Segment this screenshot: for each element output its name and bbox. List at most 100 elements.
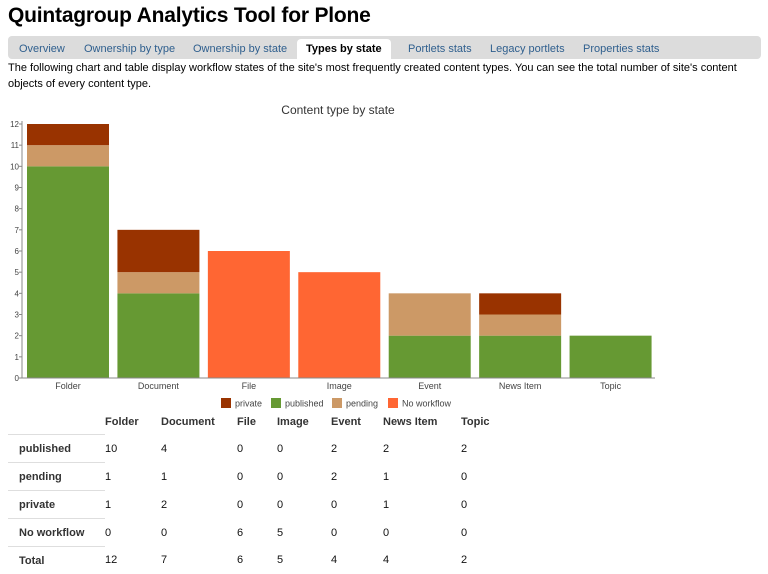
- table-cell: 1: [105, 463, 161, 491]
- row-label: Total: [8, 547, 105, 574]
- page-description: The following chart and table display wo…: [8, 60, 763, 92]
- column-header: Document: [161, 410, 237, 435]
- table-cell: 5: [277, 547, 331, 574]
- y-tick-label: 0: [15, 374, 20, 383]
- table-cell: 4: [161, 435, 237, 463]
- legend-label-pending: pending: [346, 399, 378, 409]
- tab-ownership-by-state[interactable]: Ownership by state: [184, 39, 296, 59]
- table-cell: 6: [237, 547, 277, 574]
- page-title: Quintagroup Analytics Tool for Plone: [8, 4, 371, 28]
- table-cell: 2: [461, 547, 501, 574]
- table-cell: 0: [237, 435, 277, 463]
- y-tick-label: 10: [10, 162, 19, 171]
- bar-image-no-workflow[interactable]: [298, 272, 380, 378]
- bar-news-item-pending[interactable]: [479, 315, 561, 336]
- table-cell: 6: [237, 519, 277, 547]
- x-tick-label-file: File: [242, 381, 257, 391]
- chart-legend: private published pending No workflow: [221, 398, 452, 409]
- x-tick-label-event: Event: [418, 381, 442, 391]
- bar-news-item-private[interactable]: [479, 293, 561, 314]
- y-tick-label: 1: [15, 353, 20, 362]
- x-tick-label-folder: Folder: [55, 381, 81, 391]
- tab-properties-stats[interactable]: Properties stats: [574, 39, 668, 59]
- bar-topic-published[interactable]: [570, 336, 652, 378]
- y-tick-label: 4: [15, 289, 20, 298]
- table-cell: 12: [105, 547, 161, 574]
- x-tick-label-document: Document: [138, 381, 180, 391]
- bar-document-published[interactable]: [117, 293, 199, 378]
- y-tick-label: 12: [10, 120, 19, 129]
- table-cell: 0: [237, 463, 277, 491]
- y-tick-label: 11: [11, 141, 20, 150]
- table-cell: 7: [161, 547, 237, 574]
- table-cell: 0: [277, 463, 331, 491]
- tab-legacy-portlets[interactable]: Legacy portlets: [481, 39, 574, 59]
- column-header: News Item: [383, 410, 461, 435]
- chart-bars: [27, 124, 652, 378]
- table-cell: 4: [383, 547, 461, 574]
- legend-label-private: private: [235, 399, 262, 409]
- table-cell: 5: [277, 519, 331, 547]
- column-header: Image: [277, 410, 331, 435]
- column-header: Topic: [461, 410, 501, 435]
- tab-types-by-state[interactable]: Types by state: [297, 39, 391, 59]
- table-corner-cell: [8, 410, 105, 435]
- bar-folder-published[interactable]: [27, 166, 109, 378]
- row-label: private: [8, 491, 105, 519]
- legend-label-no-workflow: No workflow: [402, 399, 452, 409]
- x-tick-label-topic: Topic: [600, 381, 622, 391]
- table-cell: 2: [161, 491, 237, 519]
- row-label: No workflow: [8, 519, 105, 547]
- legend-swatch-pending: [332, 398, 342, 408]
- table-cell: 2: [461, 435, 501, 463]
- table-cell: 2: [383, 435, 461, 463]
- table-cell: 0: [237, 491, 277, 519]
- y-tick-label: 6: [15, 247, 20, 256]
- table-cell: 1: [383, 463, 461, 491]
- bar-file-no-workflow[interactable]: [208, 251, 290, 378]
- bar-document-pending[interactable]: [117, 272, 199, 293]
- table-cell: 4: [331, 547, 383, 574]
- table-cell: 1: [105, 491, 161, 519]
- chart-title: Content type by state: [281, 103, 395, 117]
- tab-overview[interactable]: Overview: [10, 39, 74, 59]
- table-cell: 0: [277, 491, 331, 519]
- bar-event-published[interactable]: [389, 336, 471, 378]
- column-header: Folder: [105, 410, 161, 435]
- y-tick-label: 5: [15, 268, 20, 277]
- bar-document-private[interactable]: [117, 230, 199, 272]
- table-cell: 0: [331, 491, 383, 519]
- legend-label-published: published: [285, 399, 324, 409]
- y-tick-label: 3: [15, 311, 20, 320]
- tab-ownership-by-type[interactable]: Ownership by type: [75, 39, 184, 59]
- bar-news-item-published[interactable]: [479, 336, 561, 378]
- table-cell: 0: [161, 519, 237, 547]
- table-cell: 0: [331, 519, 383, 547]
- legend-swatch-no-workflow: [388, 398, 398, 408]
- table-cell: 0: [461, 491, 501, 519]
- legend-swatch-published: [271, 398, 281, 408]
- legend-swatch-private: [221, 398, 231, 408]
- table-cell: 0: [105, 519, 161, 547]
- y-tick-label: 2: [15, 332, 20, 341]
- tab-portlets-stats[interactable]: Portlets stats: [399, 39, 481, 59]
- bar-event-pending[interactable]: [389, 293, 471, 335]
- column-header: File: [237, 410, 277, 435]
- table-cell: 2: [331, 435, 383, 463]
- table-cell: 0: [383, 519, 461, 547]
- bar-folder-private[interactable]: [27, 124, 109, 145]
- table-cell: 1: [383, 491, 461, 519]
- bar-folder-pending[interactable]: [27, 145, 109, 166]
- y-tick-label: 9: [15, 184, 20, 193]
- table-cell: 1: [161, 463, 237, 491]
- row-label: published: [8, 435, 105, 463]
- table-cell: 0: [461, 519, 501, 547]
